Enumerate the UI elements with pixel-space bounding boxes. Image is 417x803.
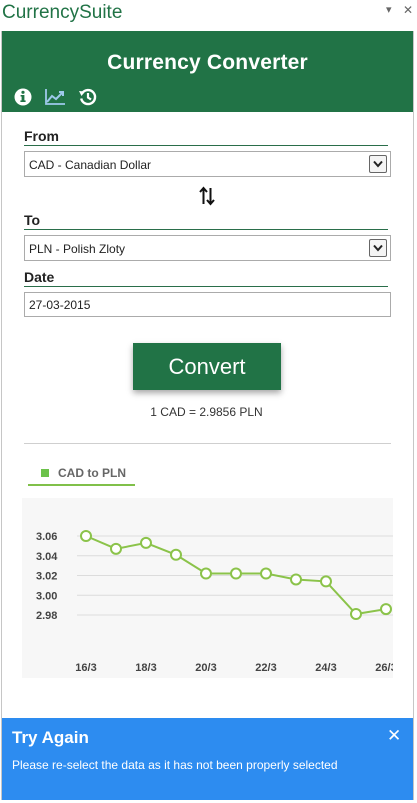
notification-message: Please re-select the data as it has not … — [12, 758, 338, 772]
task-pane-header: CurrencySuite ▾ ✕ — [0, 0, 417, 30]
to-currency-value: PLN - Polish Zloty — [29, 242, 126, 256]
data-point — [110, 542, 122, 555]
date-underline — [24, 286, 388, 287]
date-input[interactable] — [24, 292, 391, 317]
to-underline — [24, 229, 388, 230]
pane-menu-button[interactable]: ▾ — [386, 4, 392, 16]
from-label: From — [24, 128, 59, 144]
pane-close-button[interactable]: ✕ — [403, 3, 414, 17]
data-point — [140, 536, 152, 549]
y-tick-label: 2.98 — [36, 610, 57, 622]
x-tick-label: 18/3 — [135, 662, 156, 674]
from-underline — [24, 145, 388, 146]
data-point — [290, 573, 302, 586]
notification-title: Try Again — [12, 728, 89, 747]
info-icon[interactable] — [13, 87, 33, 107]
close-icon[interactable]: ✕ — [387, 726, 402, 745]
data-point — [200, 567, 212, 580]
date-label: Date — [24, 269, 55, 285]
y-tick-label: 3.06 — [36, 531, 57, 543]
convert-button[interactable]: Convert — [133, 343, 281, 390]
from-currency-value: CAD - Canadian Dollar — [29, 158, 152, 172]
y-tick-label: 3.02 — [36, 571, 57, 583]
chart-area: 2.98 3.00 3.02 3.04 3.06 16/3 18/3 20/3 22/3 24/3… — [22, 498, 393, 678]
chart-legend[interactable]: CAD to PLN — [28, 464, 135, 486]
x-tick-label: 16/3 — [75, 662, 96, 674]
legend-label: CAD to PLN — [58, 466, 126, 480]
data-point — [260, 567, 272, 580]
notification-bar: Try Again Please re-select the data as i… — [2, 718, 413, 800]
x-tick-label: 26/3 — [375, 662, 393, 674]
conversion-result: 1 CAD = 2.9856 PLN — [150, 405, 263, 419]
trend-chart-icon[interactable] — [44, 87, 66, 107]
y-tick-label: 3.00 — [36, 590, 57, 602]
x-tick-label: 24/3 — [315, 662, 336, 674]
rate-line-chart: 2.98 3.00 3.02 3.04 3.06 16/3 18/3 20/3 22/3 24/3… — [36, 530, 393, 674]
app-name: CurrencySuite — [2, 2, 123, 23]
legend-swatch — [41, 469, 49, 477]
y-tick-label: 3.04 — [36, 551, 58, 563]
chevron-down-icon[interactable] — [369, 239, 387, 257]
section-divider — [24, 443, 391, 444]
data-point — [230, 567, 242, 580]
x-tick-label: 20/3 — [195, 662, 216, 674]
history-icon[interactable] — [78, 87, 98, 107]
from-currency-select[interactable]: CAD - Canadian Dollar — [24, 151, 391, 177]
page-title: Currency Converter — [107, 51, 308, 74]
to-currency-select[interactable]: PLN - Polish Zloty — [24, 235, 391, 261]
data-point — [80, 530, 92, 542]
swap-arrows-icon[interactable] — [199, 186, 215, 206]
data-point — [170, 548, 182, 561]
data-point — [320, 575, 332, 588]
data-point — [380, 603, 392, 616]
data-point — [350, 608, 362, 621]
to-label: To — [24, 212, 41, 228]
chevron-down-icon[interactable] — [369, 155, 387, 173]
x-tick-label: 22/3 — [255, 662, 276, 674]
header-banner: Currency Converter — [2, 31, 413, 112]
